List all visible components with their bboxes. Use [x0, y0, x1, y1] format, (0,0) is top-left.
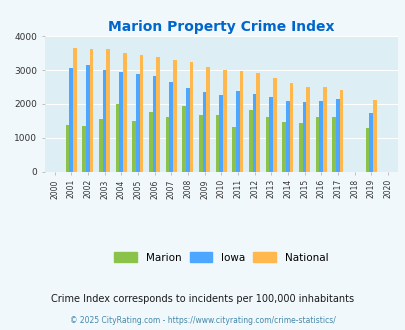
Bar: [252, 94, 256, 172]
Text: Crime Index corresponds to incidents per 100,000 inhabitants: Crime Index corresponds to incidents per…: [51, 294, 354, 304]
Bar: [115, 104, 119, 172]
Bar: [152, 76, 156, 172]
Bar: [69, 68, 73, 172]
Bar: [219, 95, 223, 172]
Bar: [298, 123, 302, 172]
Bar: [106, 50, 110, 172]
Bar: [165, 117, 169, 172]
Bar: [239, 71, 243, 172]
Bar: [269, 97, 273, 172]
Bar: [149, 112, 152, 172]
Bar: [185, 88, 189, 172]
Bar: [198, 115, 202, 172]
Bar: [206, 67, 210, 172]
Text: © 2025 CityRating.com - https://www.cityrating.com/crime-statistics/: © 2025 CityRating.com - https://www.city…: [70, 315, 335, 325]
Bar: [189, 62, 193, 172]
Bar: [215, 115, 219, 172]
Bar: [322, 87, 326, 172]
Bar: [339, 90, 343, 172]
Bar: [202, 92, 206, 172]
Bar: [256, 73, 260, 172]
Bar: [86, 65, 90, 172]
Bar: [182, 106, 185, 172]
Bar: [90, 49, 93, 172]
Bar: [335, 99, 339, 172]
Bar: [289, 83, 293, 172]
Bar: [169, 82, 173, 172]
Bar: [249, 110, 252, 172]
Bar: [332, 117, 335, 172]
Bar: [286, 101, 289, 172]
Legend: Marion, Iowa, National: Marion, Iowa, National: [109, 247, 333, 268]
Bar: [223, 71, 226, 172]
Bar: [265, 117, 269, 172]
Bar: [139, 55, 143, 172]
Bar: [319, 101, 322, 172]
Bar: [282, 122, 286, 172]
Bar: [119, 72, 123, 172]
Bar: [123, 53, 126, 172]
Bar: [369, 113, 372, 172]
Bar: [82, 126, 86, 172]
Bar: [99, 119, 102, 172]
Bar: [232, 127, 236, 172]
Bar: [236, 91, 239, 172]
Title: Marion Property Crime Index: Marion Property Crime Index: [108, 20, 334, 34]
Bar: [136, 74, 139, 172]
Bar: [132, 121, 136, 172]
Bar: [273, 78, 276, 172]
Bar: [372, 100, 376, 172]
Bar: [102, 70, 106, 172]
Bar: [302, 102, 306, 172]
Bar: [315, 117, 319, 172]
Bar: [173, 60, 176, 172]
Bar: [66, 125, 69, 172]
Bar: [156, 57, 160, 172]
Bar: [306, 87, 309, 172]
Bar: [365, 128, 369, 172]
Bar: [73, 48, 77, 172]
